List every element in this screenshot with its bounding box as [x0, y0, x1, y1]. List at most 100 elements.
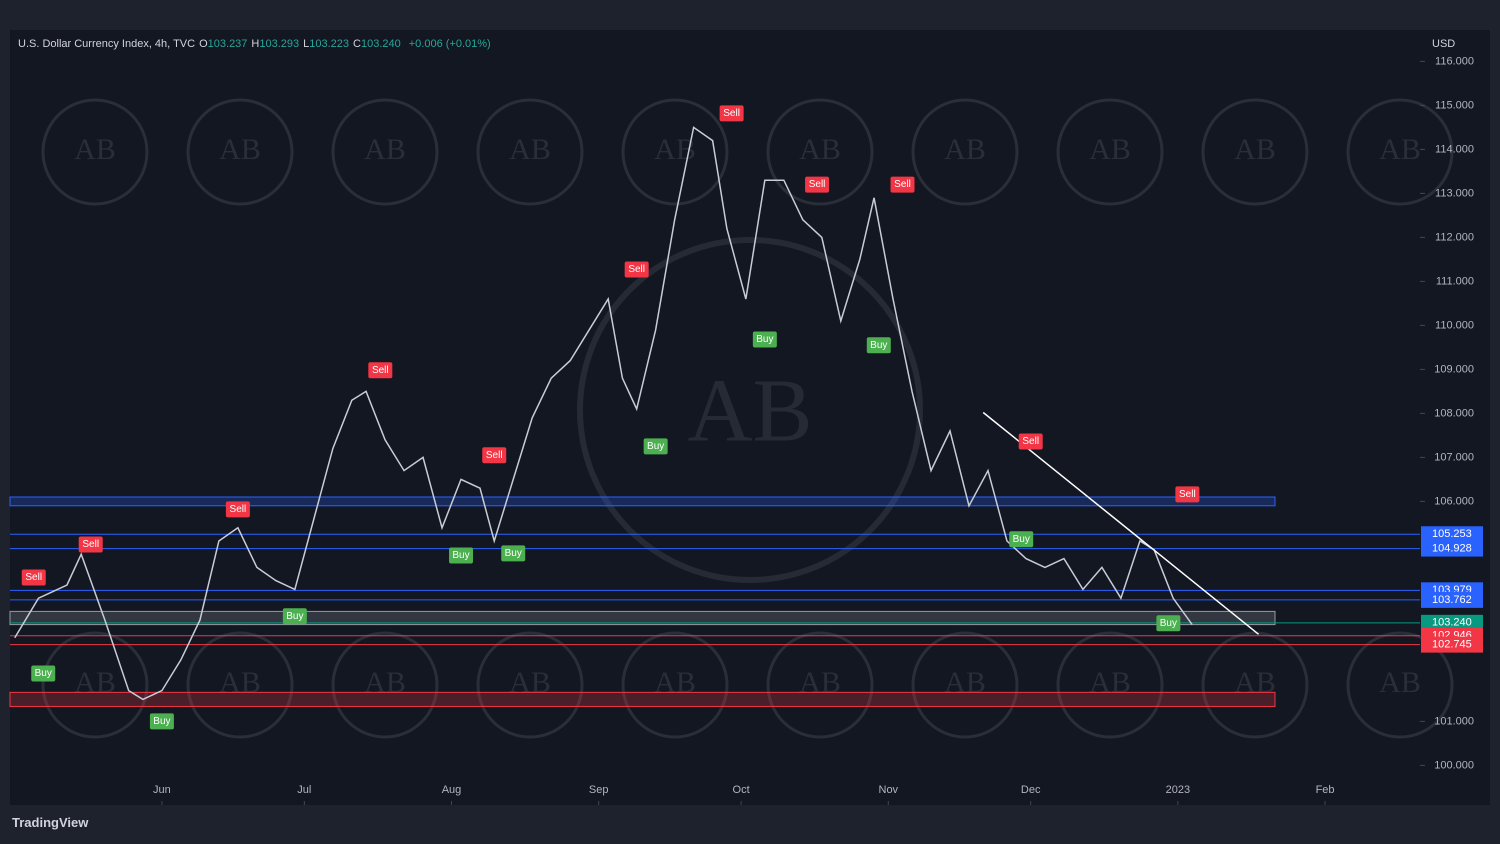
y-tick-label: 112.000 — [1435, 231, 1474, 243]
signal-badge — [1009, 531, 1034, 548]
watermark-ring — [331, 98, 439, 206]
watermark-ring — [911, 631, 1019, 739]
signal-badge — [78, 536, 103, 553]
watermark: AB — [654, 666, 696, 699]
ohlc-key: H — [251, 38, 260, 50]
watermark: AB — [219, 133, 261, 166]
signal-badge — [719, 105, 744, 122]
signal-label: Sell — [486, 450, 503, 461]
x-tick-label: Aug — [442, 784, 462, 796]
signal-badge — [449, 547, 474, 564]
watermark-ring — [1056, 631, 1164, 739]
signal-badge — [225, 501, 250, 518]
ohlc-value: 103.293 — [259, 38, 300, 50]
signal-label: Buy — [1013, 534, 1030, 545]
watermark: AB — [509, 133, 551, 166]
watermark-ring — [1346, 98, 1454, 206]
signal-label: Sell — [1022, 436, 1039, 447]
signal-label: Buy — [286, 611, 303, 622]
signal-badge — [805, 176, 830, 193]
level-label: 104.928 — [1432, 542, 1472, 554]
level-box — [1421, 540, 1483, 557]
y-tick-label: 109.000 — [1434, 363, 1474, 375]
level-label: 102.745 — [1432, 639, 1472, 651]
signal-label: Buy — [1160, 618, 1177, 629]
signal-badge — [1156, 615, 1181, 632]
watermark: AB — [509, 666, 551, 699]
watermark: AB — [364, 666, 406, 699]
signal-badge — [501, 545, 526, 562]
signal-label: Sell — [230, 504, 247, 515]
watermark: AB — [687, 362, 812, 461]
signal-badge — [31, 665, 56, 682]
signal-label: Buy — [756, 334, 773, 345]
signal-label: Sell — [25, 572, 42, 583]
y-tick-label: 108.000 — [1434, 407, 1474, 419]
signal-label: Sell — [723, 108, 740, 119]
signal-badge — [482, 447, 507, 464]
ohlc-key: L — [303, 38, 310, 50]
watermark: AB — [1089, 666, 1131, 699]
watermark-ring — [621, 98, 729, 206]
signal-label: Sell — [82, 539, 99, 550]
watermark-ring — [1201, 631, 1309, 739]
watermark-ring — [766, 98, 874, 206]
watermark-ring — [1346, 631, 1454, 739]
watermark-ring — [331, 631, 439, 739]
watermark-ring — [1056, 98, 1164, 206]
signal-badge — [643, 438, 668, 455]
x-tick-label: Jun — [153, 784, 171, 796]
ohlc-key: O — [199, 38, 208, 50]
signal-badge — [624, 261, 649, 278]
watermark: AB — [74, 133, 116, 166]
watermark: AB — [364, 133, 406, 166]
watermark-ring — [476, 98, 584, 206]
watermark: AB — [944, 133, 986, 166]
signal-badge — [282, 608, 307, 625]
currency: USD — [1432, 38, 1455, 50]
signal-badge — [1175, 486, 1200, 503]
ohlc-value: 103.240 — [360, 38, 401, 50]
level-box — [1421, 526, 1483, 543]
watermark-ring — [41, 98, 149, 206]
zone — [9, 691, 1276, 707]
signal-label: Sell — [372, 365, 389, 376]
y-tick-label: 111.000 — [1436, 275, 1474, 287]
y-tick-label: 101.000 — [1434, 715, 1474, 727]
signal-badge — [752, 331, 777, 348]
signal-label: Buy — [153, 716, 170, 727]
watermark-ring — [1201, 98, 1309, 206]
watermark-ring — [476, 631, 584, 739]
signal-label: Buy — [35, 668, 52, 679]
x-tick-label: Dec — [1021, 784, 1041, 796]
y-tick-label: 100.000 — [1434, 759, 1474, 771]
change: +0.006 (+0.01%) — [408, 38, 491, 50]
signal-label: Sell — [809, 179, 826, 190]
plot-background — [10, 30, 1490, 805]
signal-label: Sell — [894, 179, 911, 190]
ohlc-value: 103.223 — [309, 38, 350, 50]
watermark: AB — [1379, 133, 1421, 166]
signal-badge — [866, 337, 891, 354]
signal-badge — [21, 569, 46, 586]
x-tick-label: 2023 — [1166, 784, 1190, 796]
level-label: 105.253 — [1432, 528, 1472, 540]
watermark: AB — [74, 666, 116, 699]
y-tick-label: 113.000 — [1435, 187, 1474, 199]
brand: TradingView — [12, 815, 89, 830]
y-tick-label: 114.000 — [1435, 143, 1474, 155]
watermark: AB — [1234, 666, 1276, 699]
signal-badge — [890, 176, 915, 193]
y-tick-label: 106.000 — [1434, 495, 1474, 507]
signal-label: Buy — [870, 340, 887, 351]
zone — [9, 496, 1276, 507]
x-tick-label: Feb — [1316, 784, 1335, 796]
watermark: AB — [1089, 133, 1131, 166]
ohlc: O103.237 H103.293 L103.223 C103.240 — [199, 38, 405, 50]
ohlc-key: C — [353, 38, 361, 50]
level-label: 103.240 — [1432, 617, 1472, 629]
signal-label: Buy — [647, 441, 664, 452]
level-box — [1421, 591, 1483, 608]
zone — [9, 610, 1276, 626]
